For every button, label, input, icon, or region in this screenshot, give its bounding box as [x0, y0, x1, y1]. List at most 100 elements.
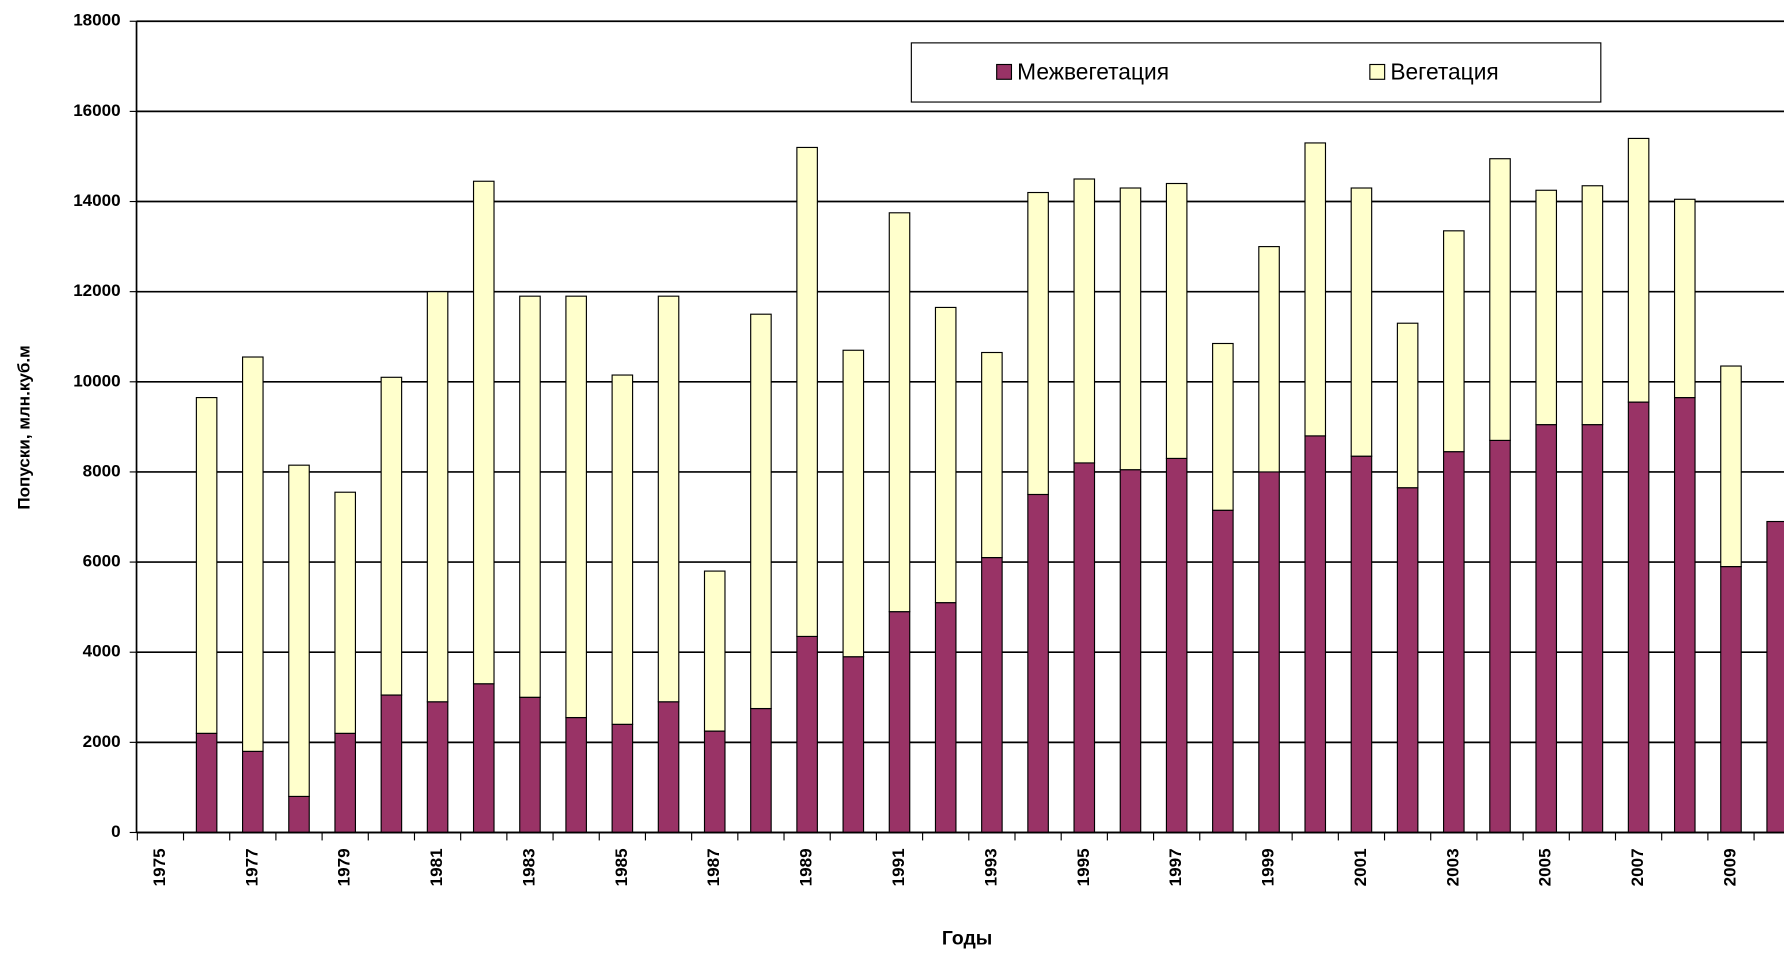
x-tick-label: 1993	[981, 848, 1000, 886]
bar-segment	[195, 732, 218, 834]
x-tick-label: 1985	[612, 848, 631, 886]
bar-segment	[1350, 187, 1373, 457]
bar-segment	[750, 313, 772, 710]
bar-segment	[1258, 471, 1280, 834]
bar-segment	[242, 750, 264, 834]
bar-segment	[1119, 469, 1142, 834]
bar-segment	[426, 701, 449, 834]
bar-segment	[1720, 566, 1742, 834]
bar-segment	[334, 491, 357, 734]
x-tick-label: 1995	[1074, 848, 1093, 886]
bar-segment	[888, 611, 911, 834]
legend-box	[910, 42, 1602, 103]
bar-segment	[703, 730, 726, 834]
bar-segment	[1304, 435, 1327, 834]
bar-segment	[1766, 520, 1784, 834]
legend-label: Вегетация	[1390, 59, 1498, 85]
bar-segment	[657, 701, 680, 834]
bar-segment	[842, 349, 865, 658]
bar-segment	[1581, 185, 1604, 426]
x-tick-label: 1979	[335, 848, 354, 886]
y-axis-label: Попуски, млн.куб.м	[15, 345, 34, 509]
bar-segment	[1581, 424, 1604, 834]
bar-segment	[796, 635, 818, 834]
bar-segment	[981, 556, 1003, 834]
x-tick-label: 2005	[1536, 848, 1555, 886]
x-tick-label: 1981	[427, 848, 446, 886]
bar-segment	[1396, 487, 1419, 834]
bar-segment	[750, 707, 772, 834]
y-tick-label: 18000	[73, 11, 120, 30]
bar-segment	[934, 602, 957, 834]
bar-segment	[1673, 397, 1696, 834]
bar-segment	[1304, 142, 1327, 437]
bar-segment	[288, 464, 310, 797]
bar-segment	[242, 356, 264, 752]
bar-segment	[1489, 158, 1511, 441]
bar-segment	[1212, 509, 1234, 834]
bar-segment	[472, 683, 495, 834]
bar-segment	[1443, 230, 1465, 453]
x-tick-label: 2009	[1720, 848, 1739, 886]
bar-segment	[519, 696, 541, 834]
bar-segment	[888, 212, 911, 613]
bar-segment	[334, 732, 357, 834]
x-tick-label: 1999	[1259, 848, 1278, 886]
bar-segment	[565, 295, 587, 719]
bar-segment	[1673, 198, 1696, 399]
bar-segment	[1443, 451, 1465, 834]
bar-segment	[565, 716, 587, 834]
bar-segment	[195, 397, 218, 734]
bar-segment	[1027, 493, 1049, 834]
bar-segment	[611, 374, 634, 725]
legend-swatch	[1369, 63, 1386, 80]
bar-segment	[1720, 365, 1742, 568]
x-tick-label: 2001	[1351, 848, 1370, 886]
bar-segment	[1627, 401, 1650, 834]
bar-segment	[981, 351, 1003, 559]
y-tick-label: 10000	[73, 371, 120, 390]
bar-segment	[1535, 424, 1558, 834]
x-axis-label: Годы	[942, 928, 992, 950]
bar-segment	[611, 723, 634, 834]
bar-segment	[1212, 342, 1234, 511]
bar-segment	[1350, 455, 1373, 834]
bar-segment	[796, 146, 818, 638]
x-tick-label: 1997	[1166, 848, 1185, 886]
y-tick-label: 14000	[73, 191, 120, 210]
bar-segment	[842, 656, 865, 834]
bar-segment	[519, 295, 541, 698]
bar-segment	[1027, 191, 1049, 496]
bar-segment	[1535, 189, 1558, 426]
y-tick-label: 6000	[83, 552, 121, 571]
y-tick-label: 4000	[83, 642, 121, 661]
bar-segment	[1396, 322, 1419, 489]
bar-segment	[1165, 182, 1188, 459]
bar-segment	[426, 291, 449, 703]
bar-segment	[1489, 439, 1511, 834]
x-tick-label: 1991	[889, 848, 908, 886]
legend-swatch	[996, 63, 1013, 80]
bar-segment	[1627, 137, 1650, 403]
bar-segment	[703, 570, 726, 732]
bar-segment	[380, 694, 403, 834]
legend-label: Межвегетация	[1017, 59, 1169, 85]
bar-segment	[1258, 246, 1280, 473]
x-tick-label: 1987	[704, 848, 723, 886]
bar-segment	[1119, 187, 1142, 471]
x-tick-label: 1989	[797, 848, 816, 886]
bar-segment	[472, 180, 495, 685]
y-tick-label: 0	[111, 822, 120, 841]
bar-segment	[1165, 457, 1188, 834]
x-tick-label: 1983	[519, 848, 538, 886]
bar-segment	[1073, 462, 1096, 834]
bar-segment	[934, 306, 957, 604]
bar-segment	[288, 795, 310, 834]
bar-segment	[657, 295, 680, 703]
bar-segment	[1073, 178, 1096, 464]
x-tick-label: 2007	[1628, 848, 1647, 886]
y-tick-label: 16000	[73, 101, 120, 120]
x-tick-label: 2003	[1443, 848, 1462, 886]
